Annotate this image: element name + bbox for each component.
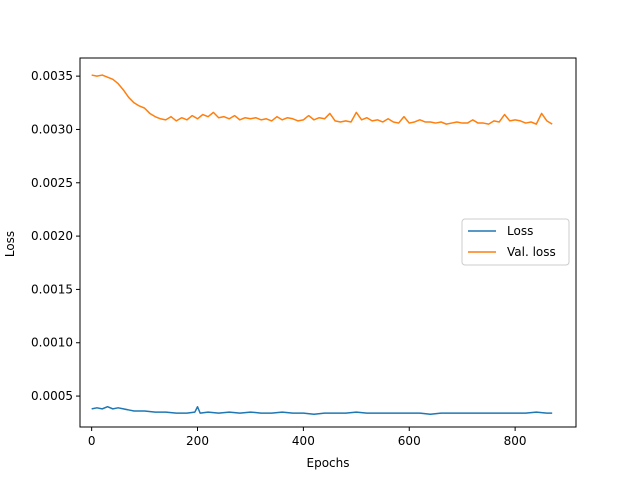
legend-label-val-loss: Val. loss <box>507 245 556 259</box>
series-line-loss <box>91 405 553 415</box>
series-layer <box>91 74 553 415</box>
y-tick-label: 0.0025 <box>31 176 73 190</box>
plot-frame <box>79 57 577 428</box>
x-axis-label: Epochs <box>307 456 350 470</box>
y-tick-label: 0.0005 <box>31 389 73 403</box>
y-tick-label: 0.0030 <box>31 122 73 136</box>
y-tick-label: 0.0010 <box>31 336 73 350</box>
legend-label-loss: Loss <box>507 224 533 238</box>
series-line-val-loss <box>91 74 553 125</box>
y-axis: 0.0005 0.0010 0.0015 0.0020 0.0025 0.0030 0.00… <box>31 69 80 403</box>
y-axis-label: Loss <box>3 231 17 257</box>
y-tick-label: 0.0035 <box>31 69 73 83</box>
x-tick-label: 800 <box>504 434 527 448</box>
x-tick-label: 400 <box>292 434 315 448</box>
legend: Loss Val. loss <box>461 218 570 266</box>
x-tick-label: 600 <box>398 434 421 448</box>
y-tick-label: 0.0020 <box>31 229 73 243</box>
x-tick-label: 0 <box>88 434 96 448</box>
x-tick-label: 200 <box>186 434 209 448</box>
x-axis: 0 200 400 600 800 <box>88 427 527 448</box>
y-tick-label: 0.0015 <box>31 282 73 296</box>
